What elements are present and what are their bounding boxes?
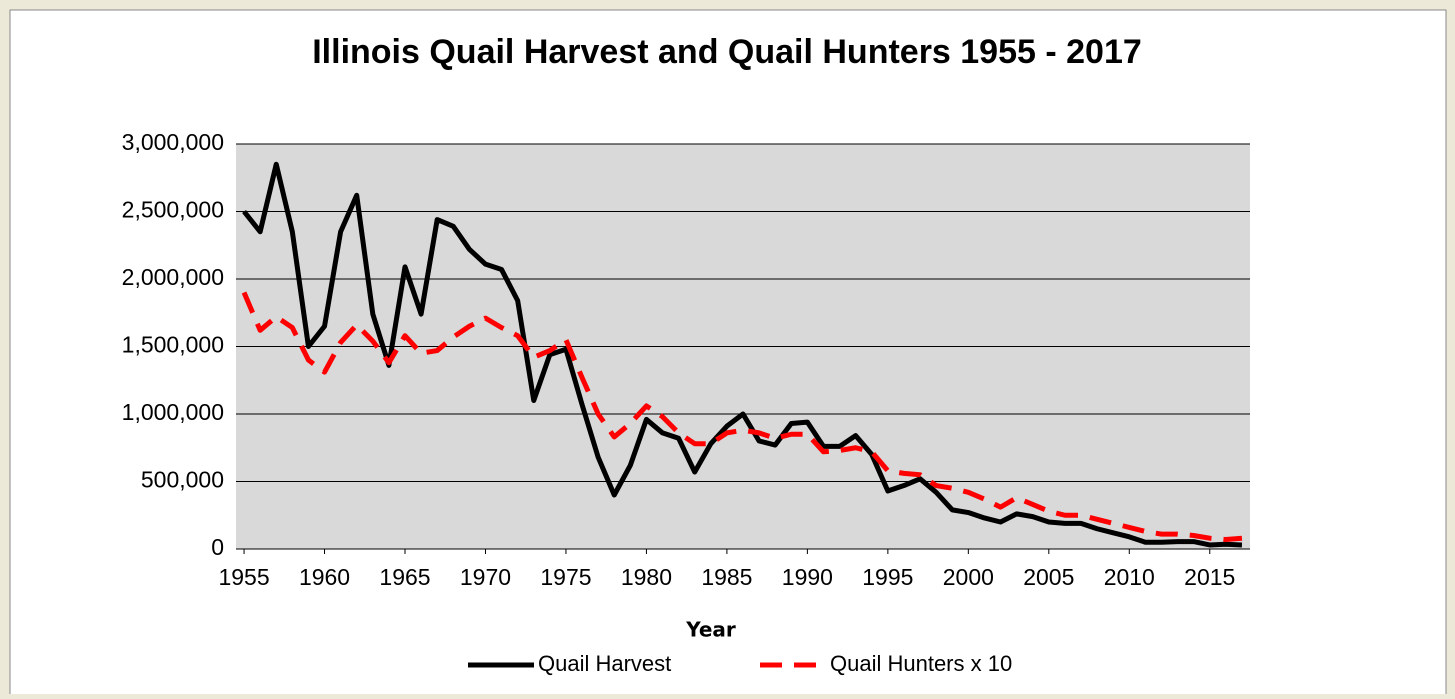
y-tick-label: 1,500,000 <box>122 332 224 358</box>
x-tick-label: 1990 <box>782 564 833 590</box>
x-tick-label: 2000 <box>943 564 994 590</box>
x-tick-label: 1960 <box>299 564 350 590</box>
x-tick-label: 1955 <box>218 564 269 590</box>
x-tick-label: 1970 <box>460 564 511 590</box>
y-tick-label: 2,500,000 <box>122 197 224 223</box>
chart-title: Illinois Quail Harvest and Quail Hunters… <box>312 33 1142 71</box>
x-axis-title: Year <box>685 618 736 642</box>
legend-label: Quail Harvest <box>538 651 671 676</box>
y-tick-label: 500,000 <box>141 467 224 493</box>
legend-label: Quail Hunters x 10 <box>830 651 1012 676</box>
y-tick-label: 0 <box>211 534 224 560</box>
x-tick-label: 1975 <box>540 564 591 590</box>
y-tick-label: 3,000,000 <box>122 129 224 155</box>
y-tick-label: 2,000,000 <box>122 264 224 290</box>
x-tick-label: 1985 <box>701 564 752 590</box>
line-series <box>242 161 1243 548</box>
line-series <box>241 291 1243 543</box>
x-tick-label: 1980 <box>621 564 672 590</box>
x-tick-label: 2015 <box>1184 564 1235 590</box>
x-tick-label: 1965 <box>379 564 430 590</box>
y-tick-label: 1,000,000 <box>122 399 224 425</box>
x-tick-label: 1995 <box>862 564 913 590</box>
x-tick-label: 2010 <box>1104 564 1155 590</box>
x-tick-label: 2005 <box>1023 564 1074 590</box>
